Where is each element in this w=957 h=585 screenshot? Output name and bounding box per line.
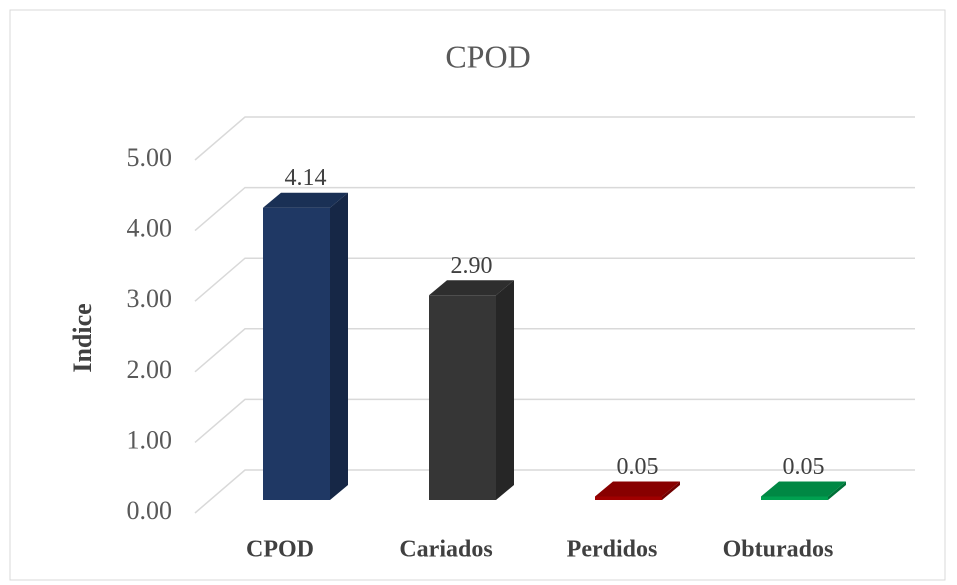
bar-front xyxy=(263,207,330,500)
bar-front xyxy=(429,295,496,500)
bar-side xyxy=(828,481,846,500)
x-tick-label: Cariados xyxy=(399,537,492,563)
bar-side xyxy=(662,481,680,500)
grid-line xyxy=(194,257,915,302)
x-tick-label: Obturados xyxy=(723,537,834,563)
value-label: 4.14 xyxy=(285,165,327,191)
x-tick-label: Perdidos xyxy=(567,537,658,563)
grid-line xyxy=(194,469,915,514)
y-tick-label: 3.00 xyxy=(127,284,173,313)
grid-line xyxy=(194,328,915,373)
y-tick-label: 0.00 xyxy=(127,496,173,525)
bar-side xyxy=(330,192,348,500)
value-label: 0.05 xyxy=(783,454,825,480)
bar-top xyxy=(595,481,680,497)
y-tick-label: 4.00 xyxy=(127,214,173,243)
bar-top xyxy=(761,481,846,497)
chart-title: CPOD xyxy=(445,38,530,74)
grid-line xyxy=(194,116,915,161)
value-label: 0.05 xyxy=(617,454,659,480)
bar-side xyxy=(496,280,514,500)
y-tick-label: 2.00 xyxy=(127,355,173,384)
grid-line xyxy=(194,186,915,232)
bar-top xyxy=(429,280,514,296)
bar-front xyxy=(595,496,662,500)
y-tick-label: 1.00 xyxy=(127,425,173,454)
value-label: 2.90 xyxy=(451,253,493,279)
y-tick-label: 5.00 xyxy=(127,143,173,172)
grid-line xyxy=(194,398,915,443)
bar-top xyxy=(263,192,348,208)
y-axis-label: Indice xyxy=(68,303,97,372)
x-tick-label: CPOD xyxy=(246,537,314,563)
bar-front xyxy=(761,496,828,500)
